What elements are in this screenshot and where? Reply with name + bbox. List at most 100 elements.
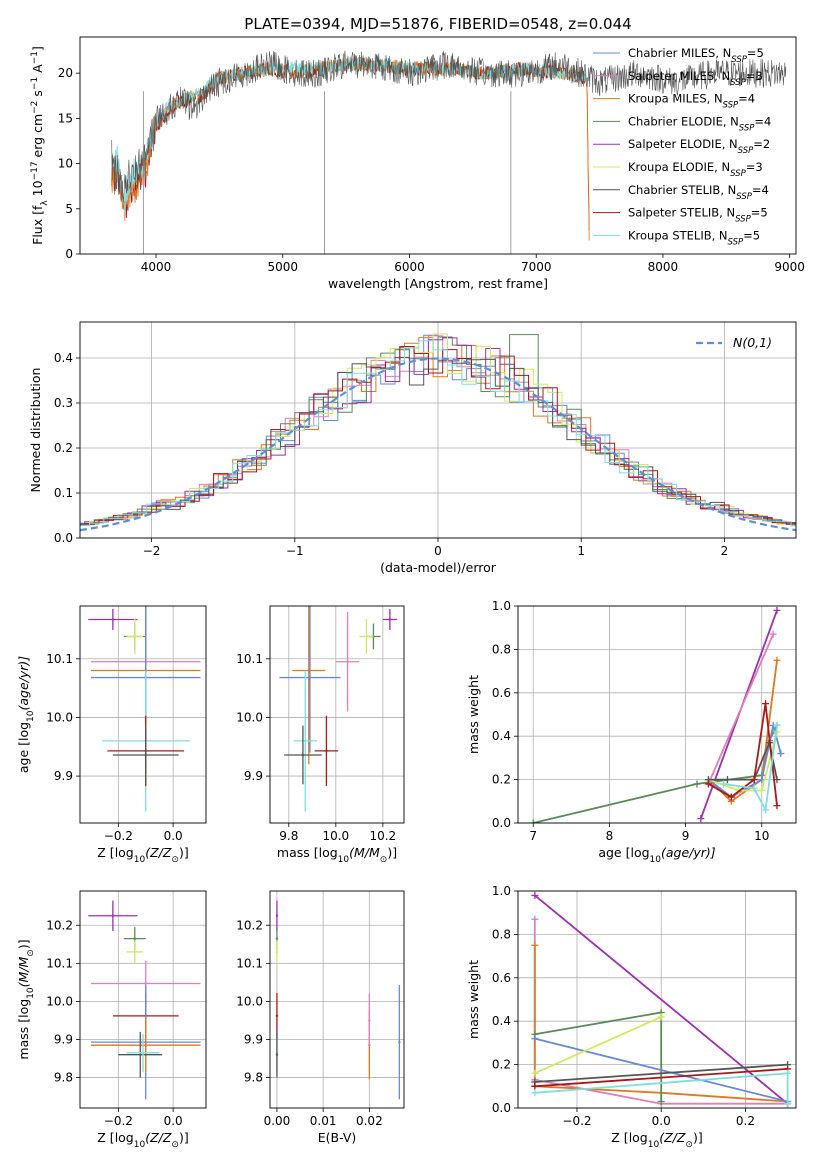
age_vs_Z-ylabel: age [log10(age/yr)] — [16, 656, 36, 773]
spectrum-line-salpeter-stelib — [111, 57, 590, 231]
spectrum-xtick-label: 4000 — [141, 260, 172, 274]
massweight_vs_age-xtick-label: 8 — [606, 829, 614, 843]
mass-weight-marker — [750, 776, 758, 784]
age_vs_mass-axes: 9.8 10.0 10.2 9.9 10.0 10.1 mass [log10(M/M⊙)] — [236, 605, 405, 865]
massweight_vs_age-xtick-label: 9 — [682, 829, 690, 843]
massweight_vs_age-axes: 7 8 9 10 0.0 0.2 0.4 0.6 0.8 1.0 age [log10(age/yr… — [466, 599, 797, 865]
spectrum-legend-label: Chabrier MILES, NSSP=5 — [628, 46, 764, 65]
residuals-xtick-label: −1 — [286, 544, 304, 558]
mass-weight-marker — [773, 721, 781, 729]
residuals-ytick-label: 0.3 — [54, 396, 73, 410]
mass-weight-marker — [769, 630, 777, 638]
residuals-axes: −2 −1 0 1 2 0.0 0.1 0.2 0.3 0.4 (data-model)/error… — [28, 321, 797, 575]
mass-weight-marker — [531, 891, 539, 899]
mass_vs_EBV-axes: 0.00 0.01 0.02 9.8 9.9 10.0 10.1 10.2 E(B-V) — [236, 890, 405, 1145]
mass-weight-marker — [657, 1013, 665, 1021]
mass-weight-marker — [784, 1100, 792, 1108]
mass-weight-line — [534, 1016, 662, 1075]
massweight_vs_Z-frame — [517, 890, 797, 1109]
mass-weight-marker — [531, 1035, 539, 1043]
massweight_vs_Z-ytick-label: 0.2 — [492, 1058, 511, 1072]
mass-weight-marker — [784, 1069, 792, 1077]
spectrum-legend-label: Salpeter ELODIE, NSSP=2 — [628, 137, 770, 156]
mass-weight-line — [534, 1063, 788, 1083]
data-point — [141, 1051, 145, 1054]
mass-weight-marker — [697, 815, 705, 823]
mass_vs_Z-xtick-label: 0.0 — [164, 1114, 183, 1128]
mass-weight-marker — [657, 1097, 665, 1105]
spectrum-frame — [79, 36, 797, 255]
mass-weight-marker — [704, 780, 712, 788]
spectrum-ytick-label: 10 — [58, 157, 73, 171]
data-point — [275, 1053, 279, 1056]
age_vs_Z-ytick-label: 10.1 — [46, 652, 73, 666]
spectrum-xtick-label: 8000 — [648, 260, 679, 274]
age_vs_mass-xtick-label: 10.2 — [369, 829, 396, 843]
age_vs_Z-xlabel: Z [log10(Z/Z⊙)] — [97, 845, 188, 865]
mass-weight-line — [533, 945, 788, 1103]
mass_vs_Z-plot-area — [88, 900, 201, 1100]
data-point — [144, 982, 147, 985]
data-point — [275, 950, 279, 954]
massweight_vs_age-ytick-label: 0.2 — [492, 773, 511, 787]
mass_vs_EBV-ytick-label: 9.8 — [244, 1071, 263, 1085]
data-point — [144, 753, 147, 757]
massweight_vs_age-ytick-label: 1.0 — [492, 599, 511, 613]
mass_vs_EBV-ytick-label: 10.0 — [236, 994, 263, 1008]
mass_vs_Z-ytick-label: 10.2 — [46, 918, 73, 932]
mass_vs_EBV-plot-area — [275, 900, 401, 1100]
mass_vs_Z-ytick-label: 9.8 — [54, 1071, 73, 1085]
mass_vs_EBV-frame — [269, 890, 405, 1109]
data-point — [133, 635, 136, 638]
mass-weight-marker — [531, 1082, 539, 1090]
massweight_vs_age-xtick-label: 7 — [529, 829, 537, 843]
residual-histogram — [80, 337, 796, 525]
spectrum-line-chabrier-stelib — [111, 50, 787, 204]
data-point — [325, 749, 328, 753]
spectrum-legend-label: Salpeter MILES, NSSP=3 — [628, 69, 763, 88]
mass-weight-marker — [531, 915, 539, 923]
data-point — [111, 914, 115, 917]
data-point — [275, 914, 279, 917]
age_vs_mass-plot-area — [279, 606, 397, 812]
age_vs_Z-axes: −0.2 0.0 9.9 10.0 10.1 Z [log10(Z/Z⊙)] age [lo… — [16, 605, 207, 865]
spectrum-xtick-label: 6000 — [394, 260, 425, 274]
mass-weight-line — [707, 633, 775, 785]
age_vs_mass-xtick-label: 9.8 — [279, 829, 298, 843]
mass-weight-marker — [777, 750, 785, 758]
massweight_vs_Z-ytick-label: 0.0 — [492, 1101, 511, 1115]
residuals-ytick-label: 0.1 — [54, 486, 73, 500]
data-point — [275, 1014, 279, 1018]
mass_vs_Z-ytick-label: 10.1 — [46, 956, 73, 970]
mass-weight-marker — [750, 784, 758, 792]
massweight_vs_Z-ylabel: mass weight — [466, 960, 481, 1039]
mass-weight-marker — [773, 656, 781, 664]
spectrum-line-kroupa-miles — [111, 56, 590, 241]
data-point — [346, 660, 349, 663]
mass_vs_EBV-xtick-label: 0.02 — [356, 1114, 383, 1128]
mass-weight-marker — [720, 780, 728, 788]
mass_vs_EBV-xlabel: E(B-V) — [318, 1130, 357, 1145]
mass_vs_Z-ytick-label: 10.0 — [46, 994, 73, 1008]
residual-legend-label: N(0,1) — [733, 335, 772, 350]
spectrum-title: PLATE=0394, MJD=51876, FIBERID=0548, z=0… — [244, 15, 631, 33]
massweight_vs_Z-ytick-label: 1.0 — [492, 884, 511, 898]
mass_vs_Z-axes: −0.2 0.0 9.8 9.9 10.0 10.1 10.2 Z [log10(Z/Z⊙)]… — [16, 890, 207, 1150]
data-point — [304, 739, 307, 743]
residuals-ytick-label: 0.4 — [54, 351, 73, 365]
mass-weight-marker — [723, 776, 731, 784]
data-point — [308, 676, 312, 679]
spectrum-legend-label: Kroupa MILES, NSSP=4 — [628, 92, 755, 111]
mass-weight-marker — [727, 793, 735, 801]
age_vs_Z-ytick-label: 9.9 — [54, 769, 73, 783]
mass-weight-line — [534, 1068, 788, 1088]
age_vs_mass-ytick-label: 10.1 — [236, 652, 263, 666]
mass-weight-marker — [762, 700, 770, 708]
mass-weight-marker — [762, 806, 770, 814]
spectrum-xtick-label: 9000 — [774, 260, 805, 274]
massweight_vs_age-ytick-label: 0.4 — [492, 729, 511, 743]
data-point — [144, 1043, 147, 1047]
massweight_vs_Z-xtick-label: −0.2 — [562, 1114, 591, 1128]
mass_vs_EBV-ytick-label: 10.2 — [236, 918, 263, 932]
